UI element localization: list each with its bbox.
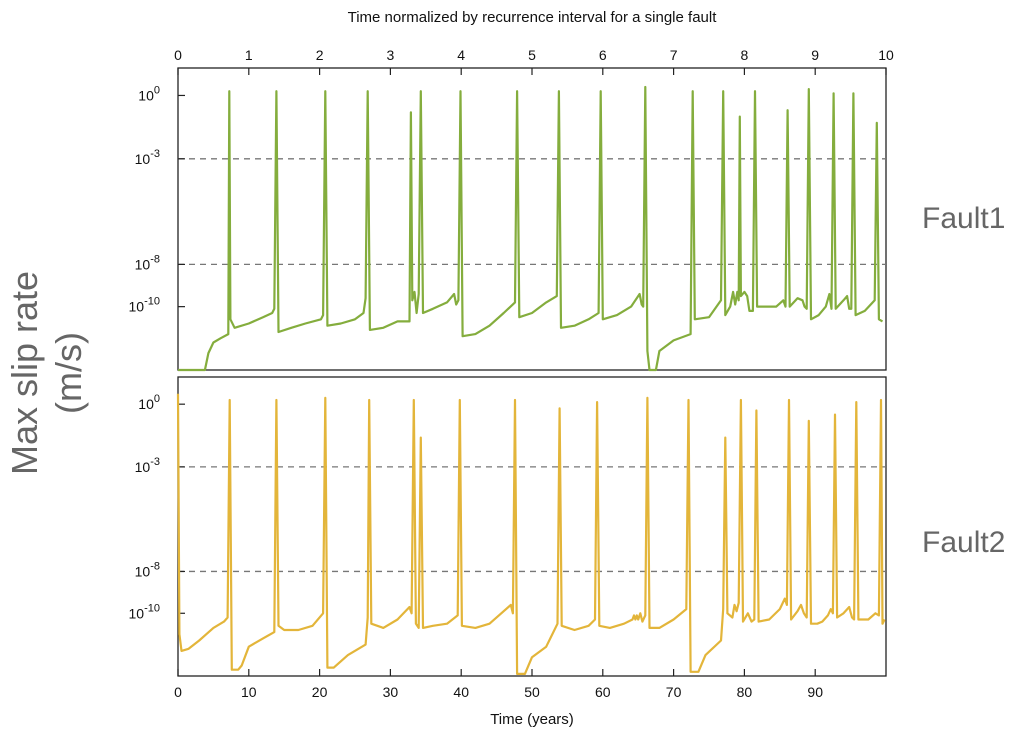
- top-tick-label: 2: [316, 47, 324, 63]
- x-tick-label: 40: [453, 684, 469, 700]
- fault2-label: Fault2: [922, 526, 1005, 559]
- y-axis-label: Max slip rate (m/s): [4, 271, 89, 475]
- fault2-y-tick-label: 100: [138, 393, 160, 412]
- x-tick-label: 80: [737, 684, 753, 700]
- fault1-frame: [177, 67, 887, 371]
- x-axis-label: Time (years): [490, 711, 574, 728]
- fault2-y-tick-label: 10-3: [135, 456, 160, 475]
- fault1-y-tick-label: 100: [138, 84, 160, 103]
- top-tick-label: 6: [599, 47, 607, 63]
- top-tick-label: 7: [670, 47, 678, 63]
- bottom-axis-ticks: 0 10 20 30 40 50 60 70 80 90: [174, 669, 823, 700]
- fault1-label: Fault1: [922, 202, 1005, 235]
- y-axis-label-line1: Max slip rate: [4, 271, 45, 475]
- fault2-y-tick-label: 10-10: [129, 602, 160, 621]
- x-tick-label: 50: [524, 684, 540, 700]
- top-tick-label: 0: [174, 47, 182, 63]
- fault2-frame: [177, 376, 887, 677]
- top-tick-label: 10: [878, 47, 894, 63]
- top-tick-label: 9: [811, 47, 819, 63]
- top-tick-label: 1: [245, 47, 253, 63]
- x-tick-label: 60: [595, 684, 611, 700]
- fault2-series-line: [176, 393, 886, 675]
- fault2-y-tick-label: 10-8: [135, 560, 160, 579]
- fault2-panel: 100 10-3 10-8 10-10: [129, 376, 887, 677]
- top-tick-label: 4: [457, 47, 465, 63]
- x-tick-label: 70: [666, 684, 682, 700]
- fault1-y-tick-label: 10-3: [135, 148, 160, 167]
- fault1-panel: 100 10-3 10-8 10-10: [129, 67, 887, 372]
- top-tick-label: 5: [528, 47, 536, 63]
- top-axis-ticks: 0 1 2 3 4 5 6 7 8 9 10: [174, 47, 894, 75]
- top-tick-label: 8: [741, 47, 749, 63]
- x-tick-label: 10: [241, 684, 257, 700]
- x-tick-label: 90: [807, 684, 823, 700]
- fault1-y-tick-label: 10-8: [135, 253, 160, 272]
- top-tick-label: 3: [387, 47, 395, 63]
- fault1-series-line: [178, 85, 884, 372]
- top-axis-label: Time normalized by recurrence interval f…: [348, 9, 718, 26]
- fault1-y-tick-label: 10-10: [129, 296, 160, 315]
- x-tick-label: 0: [174, 684, 182, 700]
- y-axis-label-line2: (m/s): [48, 332, 89, 414]
- x-tick-label: 20: [312, 684, 328, 700]
- x-tick-label: 30: [383, 684, 399, 700]
